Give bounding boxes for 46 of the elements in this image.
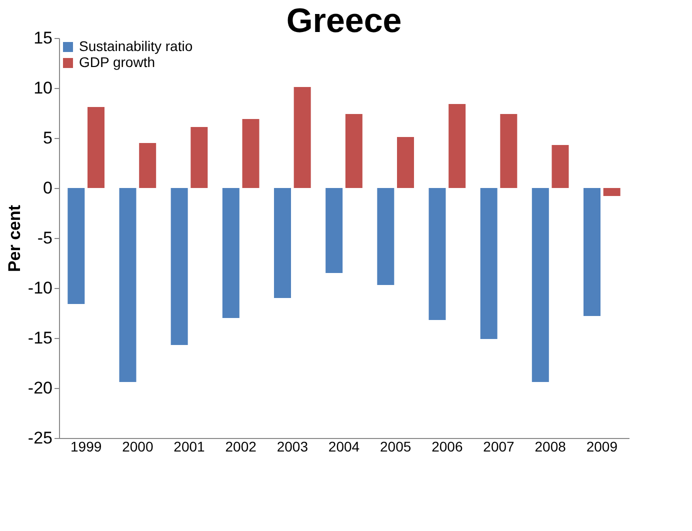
legend-label: GDP growth	[79, 54, 155, 70]
bar	[326, 188, 343, 273]
chart-title: Greece	[286, 2, 402, 40]
x-tick-label: 2009	[586, 438, 618, 454]
x-tick-label: 2004	[328, 438, 360, 454]
bar	[500, 114, 518, 188]
y-tick-label: -5	[37, 228, 52, 248]
y-tick-label: -20	[28, 378, 52, 398]
bar	[242, 119, 260, 188]
legend-label: Sustainability ratio	[79, 38, 193, 54]
bar	[397, 137, 414, 188]
bar	[139, 143, 156, 188]
y-tick-label: -25	[28, 428, 52, 448]
bar	[68, 188, 85, 304]
y-tick-label: -10	[28, 278, 52, 298]
bar	[532, 188, 549, 382]
x-tick-label: 2002	[225, 438, 257, 454]
bar	[480, 188, 498, 339]
bar	[428, 188, 446, 320]
x-tick-label: 2006	[432, 438, 463, 454]
y-tick-label: 15	[34, 28, 52, 48]
bar	[222, 188, 240, 318]
bar	[552, 145, 569, 188]
bar	[119, 188, 136, 382]
x-tick-label: 2001	[174, 438, 206, 454]
bar	[170, 188, 188, 345]
bar	[345, 114, 362, 188]
bar	[377, 188, 394, 285]
y-tick-label: -15	[28, 328, 52, 348]
bar	[190, 127, 208, 188]
y-tick-label: 0	[43, 178, 52, 198]
bar	[294, 87, 311, 188]
bar	[274, 188, 291, 298]
x-tick-label: 2000	[122, 438, 154, 454]
bar	[584, 188, 600, 316]
y-tick-label: 10	[34, 78, 52, 98]
x-tick-label: 2003	[276, 438, 308, 454]
x-tick-label: 2007	[483, 438, 515, 454]
bar	[88, 107, 104, 188]
bar	[603, 188, 620, 196]
x-tick-label: 2008	[534, 438, 566, 454]
x-tick-label: 1999	[70, 438, 102, 454]
x-tick-label: 2005	[380, 438, 412, 454]
y-axis-title: Per cent	[4, 204, 24, 272]
y-tick-label: 5	[43, 128, 52, 148]
bar	[448, 104, 466, 188]
